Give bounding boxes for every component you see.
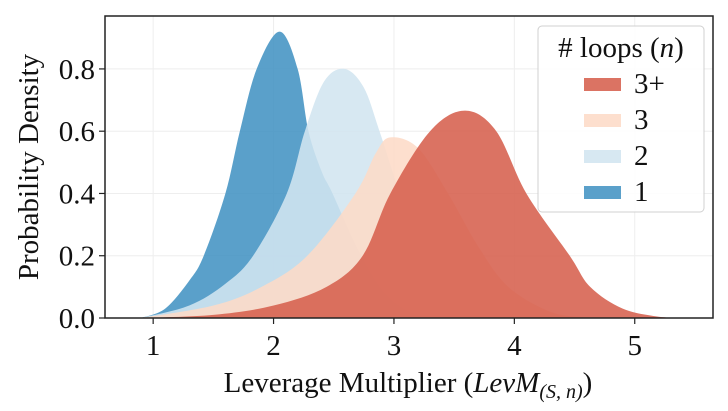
legend-entry: 3 [584, 104, 649, 136]
legend-swatch [584, 78, 621, 91]
y-axis-label: Probability Density [13, 53, 45, 280]
y-tick-label: 0.0 [59, 303, 95, 335]
y-tick-label: 0.2 [59, 241, 95, 273]
y-tick-label: 0.8 [59, 54, 95, 86]
legend-label: 3 [634, 104, 649, 136]
legend-title: # loops (n) [558, 32, 684, 64]
density-area-3plus [141, 110, 683, 318]
y-axis-ticks: 0.0 0.2 0.4 0.6 0.8 [59, 54, 105, 335]
legend-swatch [584, 114, 621, 127]
plot-frame [104, 15, 714, 319]
y-tick-label: 0.4 [59, 178, 96, 210]
x-tick-label: 3 [387, 330, 402, 362]
x-tick-label: 4 [507, 330, 522, 362]
legend: # loops (n) 3+ 3 2 1 [537, 25, 705, 213]
y-tick-label: 0.6 [59, 116, 95, 148]
x-axis-ticks: 1 2 3 4 5 [146, 318, 642, 362]
x-axis-label: Leverage Multiplier (LevM(S, n)) [224, 367, 593, 403]
density-areas [141, 31, 683, 318]
density-area-2 [141, 68, 539, 318]
legend-swatch [584, 150, 621, 163]
x-tick-label: 1 [146, 330, 161, 362]
x-tick-label: 2 [266, 330, 281, 362]
legend-entry: 2 [584, 140, 649, 172]
x-tick-label: 5 [627, 330, 642, 362]
legend-entry: 1 [584, 176, 649, 208]
legend-label: 3+ [634, 68, 665, 100]
legend-swatch [584, 186, 621, 199]
legend-label: 1 [634, 176, 649, 208]
legend-label: 2 [634, 140, 649, 172]
legend-entry: 3+ [584, 68, 665, 100]
